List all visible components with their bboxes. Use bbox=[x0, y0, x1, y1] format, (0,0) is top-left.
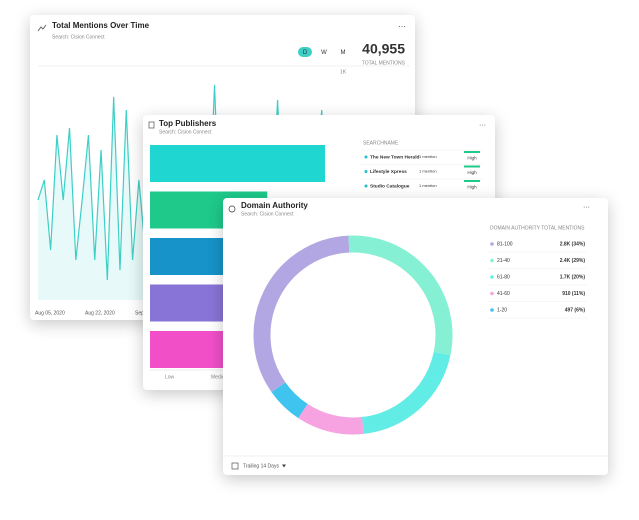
legend-dot bbox=[490, 258, 494, 263]
donut-segment bbox=[298, 403, 364, 435]
subtitle: Search: Cision Connect bbox=[241, 211, 294, 217]
bar bbox=[150, 284, 231, 322]
donut-segment bbox=[271, 382, 308, 419]
donut-segment bbox=[253, 235, 350, 393]
row-name[interactable]: The New Town Herald bbox=[370, 154, 420, 160]
rating: High bbox=[467, 170, 477, 175]
title: Top Publishers bbox=[159, 119, 217, 128]
row-dot bbox=[364, 170, 368, 173]
donut-segment bbox=[348, 235, 453, 356]
period-button[interactable]: W bbox=[321, 50, 327, 56]
calendar-icon bbox=[231, 462, 239, 470]
row-name[interactable]: Studio Catalogue bbox=[370, 183, 410, 189]
legend-value: 2.4K (29%) bbox=[560, 258, 586, 264]
bar bbox=[150, 145, 325, 182]
legend-header: DOMAIN AUTHORITY TOTAL MENTIONS bbox=[490, 225, 585, 231]
title: Domain Authority bbox=[241, 201, 308, 210]
icon bbox=[37, 24, 47, 32]
column-header: SEARCHNAME bbox=[363, 140, 399, 146]
title: Total Mentions Over Time bbox=[52, 21, 150, 30]
legend-name[interactable]: 81-100 bbox=[497, 241, 513, 247]
legend-name[interactable]: 41-60 bbox=[497, 291, 510, 297]
rating-bar bbox=[464, 165, 480, 168]
total: 40,955 bbox=[362, 41, 405, 57]
legend-value: 1.7K (20%) bbox=[560, 274, 586, 280]
row-dot bbox=[364, 184, 368, 188]
legend-value: 497 (6%) bbox=[565, 307, 586, 313]
rating: High bbox=[467, 185, 477, 190]
row-dot bbox=[364, 155, 368, 159]
row-mentions: 1 mention bbox=[419, 154, 437, 159]
x-label: Low bbox=[165, 374, 175, 380]
row-name[interactable]: Lifestyle Xpress bbox=[370, 169, 407, 175]
menu[interactable]: ··· bbox=[398, 22, 406, 31]
menu[interactable]: ··· bbox=[479, 122, 486, 129]
legend-name[interactable]: 1-20 bbox=[497, 307, 507, 313]
legend-value: 910 (11%) bbox=[562, 291, 585, 297]
total-label: TOTAL MENTIONS bbox=[362, 60, 406, 66]
legend-dot bbox=[490, 242, 494, 246]
icon bbox=[228, 205, 236, 213]
x-label: Aug 22, 2020 bbox=[85, 310, 115, 316]
authority-svg: Domain Authority Search: Cision Connect … bbox=[223, 201, 608, 470]
subtitle: Search: Cision Connect bbox=[52, 34, 105, 40]
y-tick-label: 1K bbox=[340, 69, 347, 75]
x-label: Aug 05, 2020 bbox=[35, 310, 65, 316]
donut-segment bbox=[361, 351, 451, 434]
row-mentions: 1 mention bbox=[419, 169, 437, 174]
period-button[interactable]: M bbox=[341, 50, 346, 56]
bar bbox=[150, 331, 224, 368]
legend-name[interactable]: 21-40 bbox=[497, 258, 510, 264]
legend-dot bbox=[490, 275, 494, 279]
period-button[interactable]: D bbox=[303, 50, 308, 56]
period-active bbox=[298, 47, 312, 57]
legend-dot bbox=[490, 308, 494, 312]
legend-value: 2.8K (34%) bbox=[560, 241, 586, 247]
icon bbox=[148, 121, 155, 129]
dropdown-arrow[interactable] bbox=[282, 464, 286, 468]
rating-bar bbox=[464, 180, 480, 182]
row-mentions: 1 mention bbox=[419, 183, 437, 188]
legend-name[interactable]: 61-80 bbox=[497, 274, 510, 280]
rating: High bbox=[467, 156, 477, 161]
rating-bar bbox=[464, 151, 480, 153]
legend-dot bbox=[490, 291, 494, 296]
bar bbox=[150, 238, 238, 275]
x-label: Medium bbox=[211, 374, 229, 380]
footer[interactable]: Trailing 14 Days bbox=[243, 463, 279, 469]
menu[interactable]: ··· bbox=[583, 204, 590, 211]
subtitle: Search: Cision Connect bbox=[159, 129, 212, 135]
authority-card: Domain Authority Search: Cision Connect … bbox=[223, 198, 608, 475]
